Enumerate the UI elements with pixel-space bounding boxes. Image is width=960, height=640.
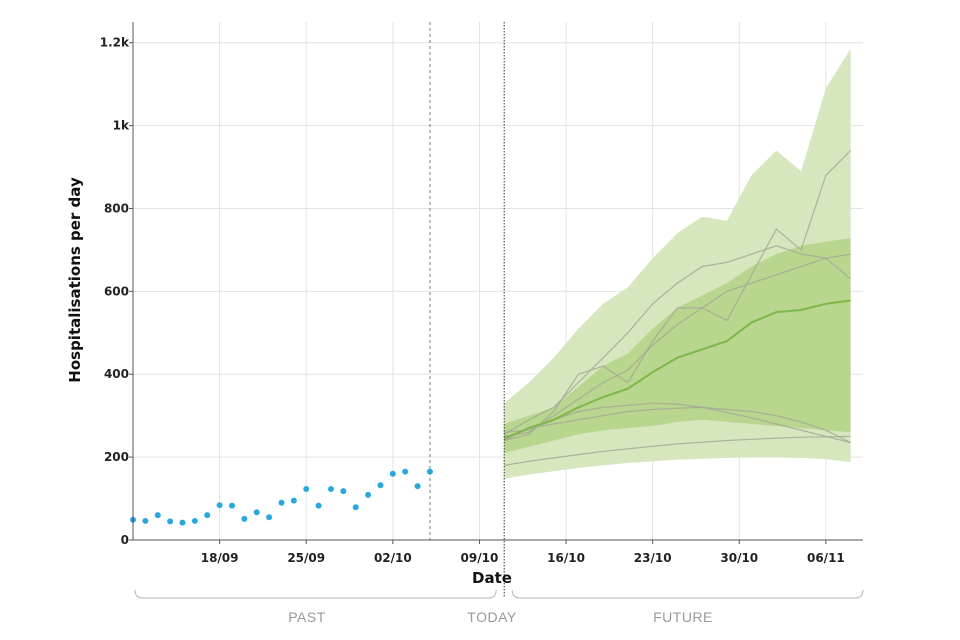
x-tick-label: 25/09 [287, 551, 325, 565]
y-tick-label: 0 [121, 533, 129, 547]
x-tick-label: 09/10 [461, 551, 499, 565]
observed-point [340, 488, 347, 495]
x-tick-labels: 18/09 25/09 02/10 09/10 16/10 23/10 30/10 06/11 [201, 551, 845, 565]
x-tick-label: 02/10 [374, 551, 412, 565]
sample-line [504, 253, 851, 437]
reference-lines [429, 22, 505, 598]
observed-points [130, 468, 433, 526]
observed-point [414, 483, 421, 490]
observed-point [216, 502, 223, 509]
observed-point [303, 486, 310, 493]
today-label: TODAY [467, 609, 517, 625]
y-tick-labels: 0 200 400 600 800 1k 1.2k [100, 36, 130, 547]
observed-point [290, 497, 297, 504]
y-tick-label: 800 [104, 201, 129, 215]
observed-point [154, 512, 161, 519]
observed-point [142, 517, 149, 524]
y-tick-label: 1.2k [100, 36, 130, 50]
observed-point [204, 512, 211, 519]
past-label: PAST [288, 609, 326, 625]
observed-point [179, 519, 186, 526]
x-tick-label: 16/10 [547, 551, 585, 565]
future-label: FUTURE [653, 609, 713, 625]
x-tick-label: 18/09 [201, 551, 239, 565]
sample-line [503, 406, 851, 444]
observed-point [191, 517, 198, 524]
past-bracket [134, 589, 497, 599]
observed-point [278, 499, 285, 506]
observed-point [352, 504, 359, 511]
x-tick-label: 23/10 [634, 551, 672, 565]
y-tick-label: 200 [104, 450, 129, 464]
sample-line [504, 150, 852, 442]
observed-point [365, 491, 372, 498]
observed-point [315, 502, 322, 509]
forecast-bands [504, 48, 851, 479]
observed-point [377, 482, 384, 489]
observed-point [241, 515, 248, 522]
observed-point [167, 518, 174, 525]
axes [129, 22, 863, 544]
x-axis-title: Date [472, 569, 512, 587]
observed-point [253, 509, 260, 516]
y-tick-label: 600 [104, 284, 129, 298]
observed-point [426, 468, 433, 475]
x-tick-label: 30/10 [720, 551, 758, 565]
median-forecast [503, 299, 851, 440]
median-line [503, 299, 851, 440]
sample-line [504, 435, 851, 466]
observed-point [228, 502, 235, 509]
observed-point [402, 468, 409, 475]
inner-interval-band [504, 238, 851, 453]
y-tick-label: 1k [113, 119, 130, 133]
sample-line [504, 402, 851, 444]
observed-point [327, 486, 334, 493]
sample-trajectories [503, 150, 852, 466]
y-axis-title: Hospitalisations per day [66, 177, 84, 383]
x-tick-label: 06/11 [807, 551, 845, 565]
future-bracket [511, 589, 864, 599]
observed-point [389, 470, 396, 477]
y-tick-label: 400 [104, 367, 129, 381]
observed-point [266, 514, 273, 521]
period-brackets [134, 589, 864, 599]
